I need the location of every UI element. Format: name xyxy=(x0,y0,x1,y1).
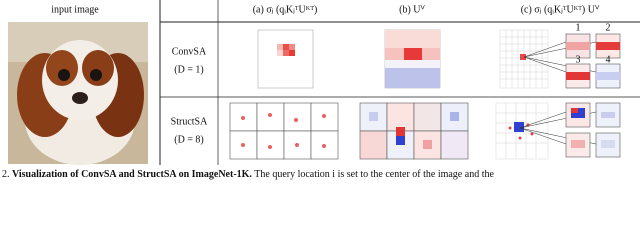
row-label: StructSA xyxy=(171,116,208,127)
attention-maps xyxy=(229,102,339,160)
column-header: (b) Uⱽ xyxy=(399,4,425,15)
panel-number: 4 xyxy=(606,54,611,65)
puppy-image xyxy=(8,22,148,165)
output-panels xyxy=(565,102,621,158)
output-panels xyxy=(565,33,621,89)
panel-number: 3 xyxy=(576,54,581,65)
figure: input image (a) σⱼ (qᵢKⱼᵀUᴷᵀ) (b) Uⱽ (c)… xyxy=(2,0,640,180)
caption-number: 2. xyxy=(2,169,10,180)
input-title: input image xyxy=(51,4,99,15)
column-header: (a) σⱼ (qᵢKⱼᵀUᴷᵀ) xyxy=(253,4,318,15)
caption-text: The query location i is set to the cente… xyxy=(254,169,494,180)
row-param: (D = 8) xyxy=(174,134,204,145)
attention-map xyxy=(257,29,314,89)
caption-title: Visualization of ConvSA and StructSA on … xyxy=(12,169,252,180)
output-map xyxy=(495,102,597,160)
column-header: (c) σⱼ (qᵢKⱼᵀUᴷᵀ) Uⱽ xyxy=(521,4,600,15)
row-label: ConvSA xyxy=(172,46,207,57)
caption: 2. Visualization of ConvSA and StructSA … xyxy=(2,169,494,180)
panel-number: 2 xyxy=(606,22,611,33)
panel-number: 1 xyxy=(576,22,581,33)
value-map xyxy=(384,29,441,89)
value-maps xyxy=(359,102,469,160)
row-param: (D = 1) xyxy=(174,64,204,75)
output-map xyxy=(499,29,597,89)
